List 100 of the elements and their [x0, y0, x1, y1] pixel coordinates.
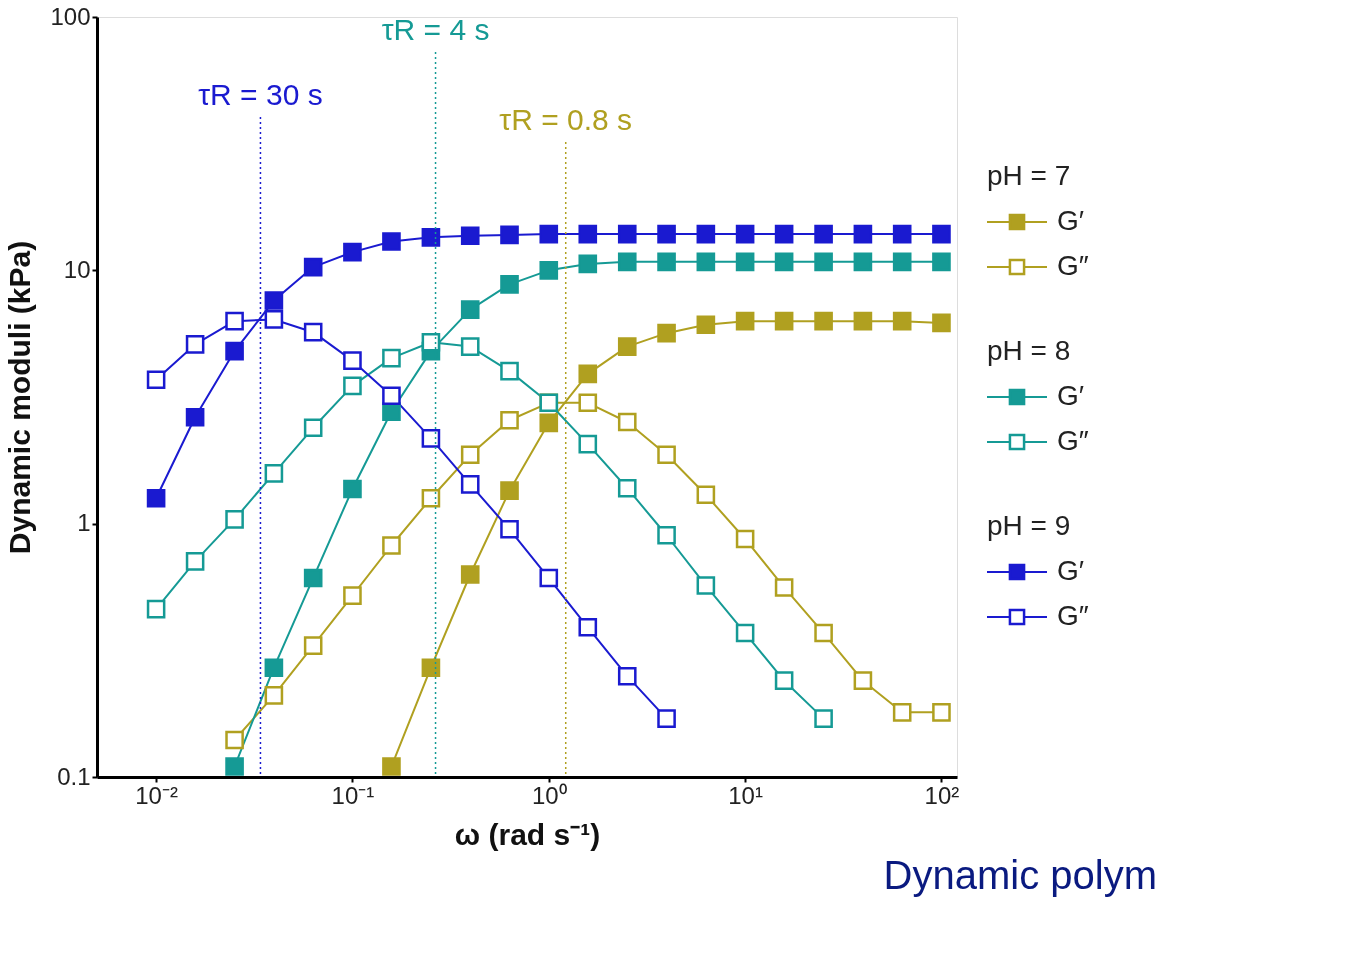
point	[539, 413, 559, 433]
point	[303, 636, 323, 655]
point	[774, 311, 794, 331]
point	[657, 709, 676, 728]
point	[225, 757, 244, 776]
point	[578, 224, 598, 244]
annotation: τR = 0.8 s	[499, 103, 633, 136]
point	[539, 261, 559, 280]
point	[774, 578, 794, 597]
point	[853, 311, 873, 331]
point	[421, 658, 441, 678]
point	[617, 252, 637, 272]
legend-label: G′	[1057, 205, 1085, 236]
point	[853, 671, 873, 690]
point	[657, 323, 676, 343]
point	[617, 478, 637, 498]
point	[774, 671, 794, 690]
point	[382, 536, 401, 555]
point	[657, 445, 676, 465]
point	[382, 232, 401, 251]
point	[460, 226, 480, 246]
point	[696, 224, 716, 244]
point	[225, 341, 244, 361]
legend-label: G″	[1057, 600, 1089, 631]
point	[539, 224, 559, 244]
point	[814, 623, 833, 643]
point	[932, 703, 951, 722]
annotation: τR = 30 s	[198, 78, 323, 111]
point	[343, 586, 362, 605]
point	[500, 361, 519, 381]
text: pH = 7	[987, 160, 1071, 191]
point	[303, 418, 323, 438]
point	[735, 623, 755, 643]
legend-label: G′	[1057, 555, 1085, 586]
point	[774, 224, 794, 244]
y-tick-label: 10	[63, 255, 91, 283]
point	[892, 252, 912, 272]
point	[539, 568, 559, 588]
point	[225, 311, 244, 331]
point	[657, 224, 676, 244]
point	[500, 410, 519, 430]
point	[696, 576, 716, 595]
point	[382, 348, 401, 368]
point	[303, 568, 323, 588]
point	[735, 529, 755, 549]
point	[500, 520, 519, 539]
point	[578, 434, 598, 454]
point	[735, 252, 755, 272]
point	[343, 479, 362, 499]
point	[657, 252, 676, 272]
point	[343, 351, 362, 370]
point	[892, 311, 912, 331]
point	[460, 475, 480, 494]
y-axis-title: Dynamic moduli (kPa)	[3, 240, 37, 555]
point	[853, 252, 873, 272]
y-tick-label: 100	[50, 2, 91, 30]
point	[500, 481, 519, 500]
point	[264, 686, 284, 705]
point	[421, 332, 441, 352]
point	[657, 525, 676, 545]
point	[421, 488, 441, 508]
point	[735, 311, 755, 331]
point	[735, 224, 755, 244]
y-tick-label: 1	[77, 509, 91, 537]
point	[421, 429, 441, 448]
point	[696, 252, 716, 272]
x-tick-label: 10²	[924, 781, 960, 809]
point	[814, 224, 833, 244]
point	[617, 337, 637, 356]
point	[578, 393, 598, 413]
point	[264, 658, 284, 678]
point	[853, 224, 873, 244]
point	[264, 291, 284, 310]
point	[343, 376, 362, 396]
point	[382, 386, 401, 406]
text: pH = 9	[987, 510, 1071, 541]
x-tick-label: 10⁰	[531, 781, 567, 809]
point	[185, 335, 205, 354]
point	[303, 257, 323, 277]
legend-label: G″	[1057, 425, 1089, 456]
point	[500, 225, 519, 245]
point	[225, 510, 244, 529]
point	[814, 252, 833, 272]
point	[185, 552, 205, 571]
point	[696, 315, 716, 335]
point	[892, 703, 912, 722]
point	[185, 407, 205, 427]
point	[460, 445, 480, 465]
y-tick-label: 0.1	[57, 762, 91, 790]
point	[264, 310, 284, 329]
point	[814, 311, 833, 331]
point	[932, 252, 951, 272]
point	[696, 485, 716, 505]
point	[460, 337, 480, 356]
point	[460, 565, 480, 584]
x-tick-label: 10¹	[728, 781, 763, 809]
x-axis-title: ω (rad s⁻¹)	[454, 817, 601, 851]
point	[932, 224, 951, 244]
point	[460, 300, 480, 319]
x-tick-label: 10⁻²	[135, 781, 178, 809]
